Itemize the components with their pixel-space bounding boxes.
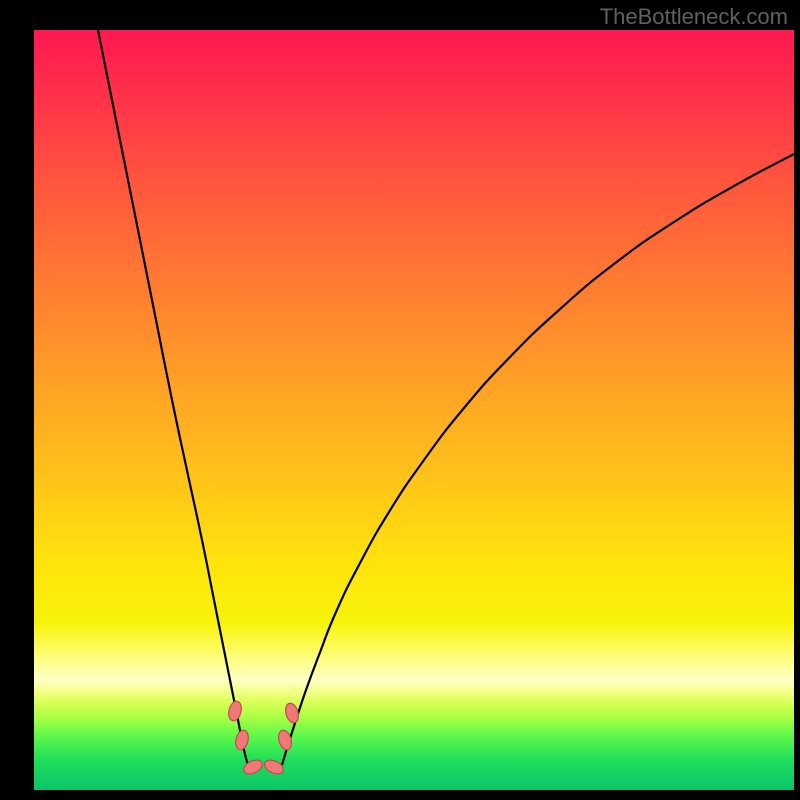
- marker-group: [227, 700, 301, 777]
- curve-marker: [262, 757, 285, 776]
- chart-svg: [34, 30, 794, 790]
- curve-marker: [241, 757, 264, 776]
- curve-marker: [234, 729, 250, 751]
- curve-right-branch: [282, 154, 794, 765]
- curve-marker: [283, 702, 300, 725]
- watermark-text: TheBottleneck.com: [600, 4, 788, 30]
- plot-area: [34, 30, 794, 790]
- curve-left-branch: [98, 30, 248, 765]
- curve-marker: [276, 729, 293, 752]
- gradient-background: [34, 30, 794, 790]
- curve-marker: [227, 700, 243, 722]
